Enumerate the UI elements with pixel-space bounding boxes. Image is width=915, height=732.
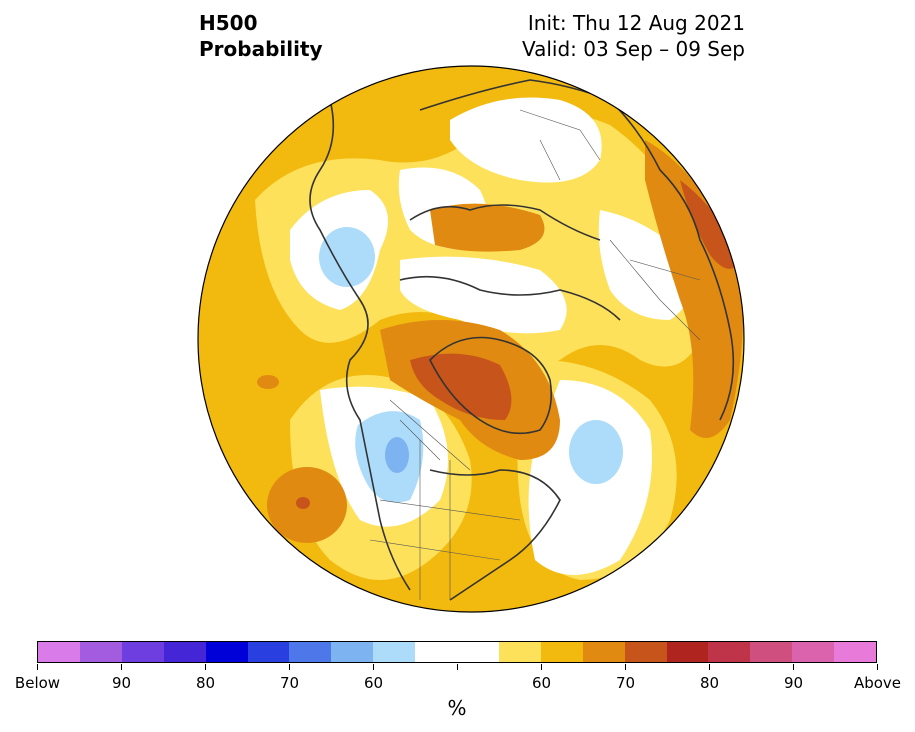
colorbar-segment: [289, 642, 332, 662]
colorbar-segment: [792, 642, 835, 662]
map-boundary: [197, 65, 745, 613]
colorbar-segment: [540, 642, 583, 662]
colorbar-tick: [37, 664, 38, 670]
title-product: Probability: [199, 37, 323, 61]
colorbar: [37, 641, 877, 663]
colorbar-segment: [582, 642, 625, 662]
init-date: Init: Thu 12 Aug 2021: [527, 11, 745, 35]
region-below-60-1: [319, 227, 375, 287]
map-title-right: Init: Thu 12 Aug 2021 Valid: 03 Sep – 09…: [522, 10, 745, 62]
borders: [369, 109, 701, 600]
colorbar-tick: [457, 664, 458, 670]
colorbar-segment: [79, 642, 122, 662]
colorbar-segment: [247, 642, 290, 662]
colorbar-segment: [834, 642, 877, 662]
colorbar-tick: [877, 664, 878, 670]
colorbar-tick: [289, 664, 290, 670]
title-variable: H500: [199, 11, 258, 35]
region-neutral-4: [400, 256, 567, 334]
colorbar-tick-label: 90: [783, 674, 804, 692]
valid-period: Valid: 03 Sep – 09 Sep: [521, 37, 745, 61]
colorbar-segment: [666, 642, 709, 662]
colorbar-tick: [373, 664, 374, 670]
colorbar-segment: [331, 642, 374, 662]
colorbar-tick-label: 80: [195, 674, 216, 692]
colorbar-unit-label: %: [447, 696, 467, 720]
colorbar-segment: [163, 642, 206, 662]
colorbar-tick-label: 90: [111, 674, 132, 692]
region-above-75-europe: [680, 180, 740, 269]
colorbar-tick-label: 70: [279, 674, 300, 692]
colorbar-segment: [373, 642, 416, 662]
colorbar-tick-label: 60: [531, 674, 552, 692]
colorbar-segment: [38, 642, 80, 662]
colorbar-tick-label: 80: [699, 674, 720, 692]
colorbar-segment: [750, 642, 793, 662]
region-neutral-5: [598, 210, 693, 320]
colorbar-tick: [793, 664, 794, 670]
region-below-60-3: [569, 420, 623, 484]
region-above-70-europe: [645, 140, 744, 438]
colorbar-tick: [121, 664, 122, 670]
colorbar-tick-label: Above: [853, 674, 902, 692]
colorbar-tick: [709, 664, 710, 670]
colorbar-segment: [121, 642, 164, 662]
region-above-75-pacific: [296, 497, 310, 509]
colorbar-segment: [498, 642, 541, 662]
region-above-70-siberia: [430, 203, 545, 252]
coastlines: [309, 79, 735, 601]
colorbar-tick-label: 70: [615, 674, 636, 692]
colorbar-segment: [624, 642, 667, 662]
colorbar-tick-label: 60: [363, 674, 384, 692]
region-above-70-small: [257, 375, 279, 389]
colorbar-tick: [625, 664, 626, 670]
colorbar-segment: [415, 642, 499, 662]
colorbar-tick-label: Below: [14, 674, 61, 692]
region-neutral-1: [450, 97, 602, 183]
colorbar-tick: [205, 664, 206, 670]
region-below-65: [385, 437, 409, 473]
colorbar-tick: [541, 664, 542, 670]
colorbar-segment: [708, 642, 751, 662]
map-title-left: H500 Probability: [199, 10, 323, 62]
colorbar-segment: [205, 642, 248, 662]
